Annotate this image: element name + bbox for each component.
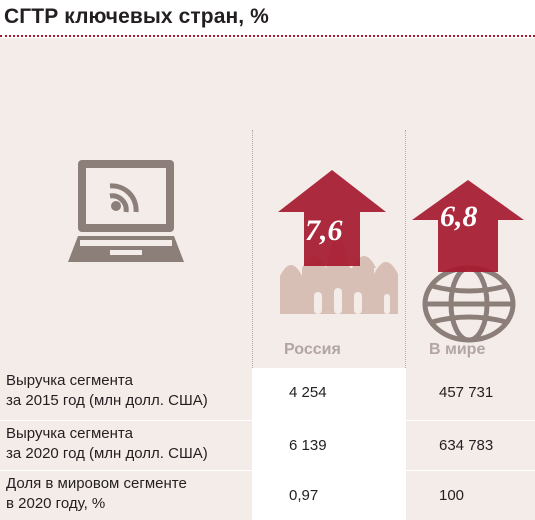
data-table: Выручка сегмента за 2015 год (млн долл. … bbox=[0, 368, 535, 520]
cell-world: 100 bbox=[406, 471, 535, 520]
row-label: Выручка сегмента за 2020 год (млн долл. … bbox=[0, 421, 252, 470]
cell-russia: 0,97 bbox=[253, 471, 405, 520]
column-header-russia: Россия bbox=[284, 341, 341, 358]
table-row: Выручка сегмента за 2015 год (млн долл. … bbox=[0, 368, 535, 420]
globe-icon bbox=[422, 265, 516, 343]
laptop-wifi-icon bbox=[68, 160, 184, 262]
row-divider bbox=[0, 470, 535, 471]
table-row: Выручка сегмента за 2020 год (млн долл. … bbox=[0, 421, 535, 470]
column-header-world: В мире bbox=[429, 341, 486, 358]
cell-world: 634 783 bbox=[406, 421, 535, 470]
chart-title: СГТР ключевых стран, % bbox=[4, 5, 269, 28]
cell-russia: 4 254 bbox=[253, 368, 405, 420]
title-divider bbox=[0, 35, 535, 37]
up-arrow-icon bbox=[278, 170, 386, 266]
up-arrow-icon bbox=[412, 180, 524, 272]
table-row: Доля в мировом сегменте в 2020 году, % 0… bbox=[0, 471, 535, 520]
row-divider bbox=[0, 420, 535, 421]
row-label: Выручка сегмента за 2015 год (млн долл. … bbox=[0, 368, 252, 420]
cagr-russia: 7,6 bbox=[305, 214, 343, 247]
column-divider bbox=[405, 130, 406, 368]
row-label: Доля в мировом сегменте в 2020 году, % bbox=[0, 471, 252, 520]
cell-world: 457 731 bbox=[406, 368, 535, 420]
column-divider bbox=[252, 130, 253, 368]
cagr-world: 6,8 bbox=[440, 200, 478, 233]
cell-russia: 6 139 bbox=[253, 421, 405, 470]
illustration-panel: 7,6 6,8 Россия В мире bbox=[0, 38, 535, 368]
